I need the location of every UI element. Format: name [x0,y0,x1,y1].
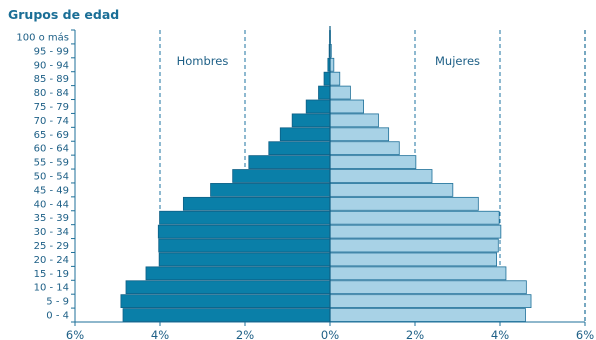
bar-hombres [318,85,331,100]
y-tick-label: 60 - 64 [34,144,69,155]
y-tick-label: 10 - 14 [34,283,69,294]
y-tick-label: 45 - 49 [34,185,69,196]
y-tick-label: 55 - 59 [34,158,69,169]
x-tick-label: 6% [66,328,84,340]
y-tick-label: 85 - 89 [34,74,69,85]
bar-hombres [182,196,331,211]
bar-mujeres [329,266,507,281]
bar-hombres [157,224,331,239]
y-tick-label: 50 - 54 [34,172,69,183]
bar-mujeres [329,71,341,86]
bar-mujeres [329,252,498,267]
y-tick-label: 15 - 19 [34,269,69,280]
bar-mujeres [329,294,532,309]
y-tick-label: 30 - 34 [34,227,69,238]
bar-hombres [279,127,331,142]
bar-hombres [323,71,331,86]
series-label-mujeres: Mujeres [435,54,480,68]
bar-mujeres [329,169,433,183]
bar-hombres [291,113,331,128]
bar-mujeres [329,280,527,295]
bar-mujeres [329,196,479,211]
y-tick-labels: 0 - 4 5 - 9 10 - 14 15 - 19 20 - 24 25 - 29 30… [16,31,69,321]
x-tick-labels: 6% 4% 2% 0% 2% 4% 6% [66,328,594,340]
y-tick-label: 100 o más [16,31,69,43]
bar-mujeres [329,238,499,253]
bar-mujeres [329,99,364,114]
bar-mujeres [329,155,417,169]
bar-hombres [232,169,331,183]
y-tick-label: 75 - 79 [34,102,69,113]
bar-mujeres [329,183,454,197]
bar-hombres [159,210,331,225]
bar-mujeres [329,85,351,100]
axes [71,26,586,326]
bar-hombres [145,266,331,281]
bar-hombres [158,252,331,267]
x-tick-label: 6% [576,328,594,340]
x-tick-label: 2% [236,328,254,340]
y-tick-label: 40 - 44 [34,199,69,210]
bar-hombres [125,280,331,295]
bar-mujeres [329,224,502,239]
bar-hombres [120,294,331,309]
bar-hombres [122,308,331,322]
y-tick-label: 70 - 74 [34,116,69,127]
y-tick-label: 95 - 99 [34,46,69,57]
bar-mujeres [329,141,400,156]
bar-hombres [248,155,331,169]
bar-mujeres [329,127,390,142]
chart-title: Grupos de edad [8,7,120,22]
y-tick-label: 90 - 94 [34,60,69,71]
bar-mujeres [329,113,379,128]
series-label-hombres: Hombres [177,54,229,68]
bar-hombres [158,238,331,253]
x-tick-label: 2% [406,328,424,340]
x-tick-label: 4% [151,328,169,340]
bar-hombres [305,99,331,114]
y-tick-label: 80 - 84 [34,88,69,99]
y-tick-label: 20 - 24 [34,255,69,266]
bars [120,30,532,322]
y-tick-label: 65 - 69 [34,130,69,141]
bar-mujeres [329,308,526,322]
y-tick-label: 35 - 39 [34,213,69,224]
y-tick-label: 0 - 4 [46,311,69,322]
bar-hombres [210,183,331,197]
bar-hombres [268,141,331,156]
x-tick-label: 0% [321,328,339,340]
x-tick-label: 4% [491,328,509,340]
y-tick-label: 25 - 29 [34,241,69,252]
y-tick-label: 5 - 9 [46,297,69,308]
bar-mujeres [329,210,500,225]
